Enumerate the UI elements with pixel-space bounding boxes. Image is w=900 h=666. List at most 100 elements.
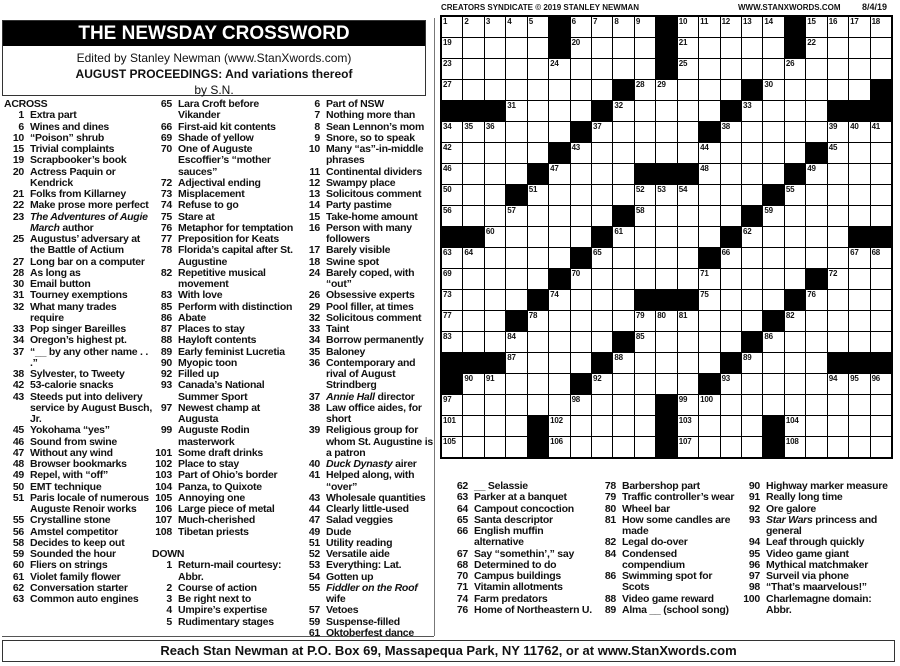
grid-cell[interactable] bbox=[506, 80, 527, 100]
grid-cell[interactable]: 53 bbox=[656, 185, 677, 205]
grid-cell[interactable] bbox=[484, 311, 506, 331]
grid-cell[interactable] bbox=[720, 80, 741, 100]
grid-cell[interactable] bbox=[806, 227, 827, 247]
grid-cell[interactable] bbox=[849, 332, 870, 352]
grid-cell[interactable]: 37 bbox=[592, 122, 613, 142]
grid-cell[interactable]: 3 bbox=[484, 17, 506, 37]
grid-cell[interactable] bbox=[506, 122, 527, 142]
grid-cell[interactable] bbox=[677, 101, 699, 121]
grid-cell[interactable] bbox=[870, 311, 891, 331]
grid-cell[interactable] bbox=[592, 311, 613, 331]
grid-cell[interactable] bbox=[742, 374, 763, 394]
grid-cell[interactable]: 11 bbox=[699, 17, 720, 37]
grid-cell[interactable]: 102 bbox=[549, 416, 570, 436]
grid-cell[interactable] bbox=[527, 332, 549, 352]
grid-cell[interactable] bbox=[870, 164, 891, 184]
grid-cell[interactable] bbox=[484, 416, 506, 436]
grid-cell[interactable] bbox=[656, 353, 677, 373]
grid-cell[interactable] bbox=[634, 227, 656, 247]
grid-cell[interactable]: 38 bbox=[720, 122, 741, 142]
grid-cell[interactable] bbox=[634, 416, 656, 436]
grid-cell[interactable] bbox=[742, 185, 763, 205]
grid-cell[interactable]: 1 bbox=[442, 17, 463, 37]
grid-cell[interactable]: 51 bbox=[527, 185, 549, 205]
grid-cell[interactable] bbox=[527, 122, 549, 142]
grid-cell[interactable] bbox=[549, 227, 570, 247]
grid-cell[interactable] bbox=[656, 143, 677, 163]
grid-cell[interactable] bbox=[634, 122, 656, 142]
grid-cell[interactable]: 34 bbox=[442, 122, 463, 142]
grid-cell[interactable]: 82 bbox=[784, 311, 806, 331]
grid-cell[interactable] bbox=[742, 248, 763, 268]
grid-cell[interactable] bbox=[592, 38, 613, 58]
grid-cell[interactable] bbox=[592, 269, 613, 289]
grid-cell[interactable] bbox=[527, 206, 549, 226]
grid-cell[interactable] bbox=[870, 437, 891, 457]
grid-cell[interactable] bbox=[827, 395, 849, 415]
grid-cell[interactable]: 101 bbox=[442, 416, 463, 436]
grid-cell[interactable] bbox=[806, 59, 827, 79]
grid-cell[interactable] bbox=[849, 59, 870, 79]
grid-cell[interactable] bbox=[506, 248, 527, 268]
grid-cell[interactable]: 18 bbox=[870, 17, 891, 37]
grid-cell[interactable]: 46 bbox=[442, 164, 463, 184]
grid-cell[interactable] bbox=[570, 290, 591, 310]
grid-cell[interactable]: 70 bbox=[570, 269, 591, 289]
grid-cell[interactable] bbox=[720, 164, 741, 184]
grid-cell[interactable] bbox=[549, 374, 570, 394]
grid-cell[interactable] bbox=[570, 227, 591, 247]
grid-cell[interactable] bbox=[570, 101, 591, 121]
grid-cell[interactable] bbox=[870, 38, 891, 58]
grid-cell[interactable] bbox=[742, 437, 763, 457]
grid-cell[interactable]: 48 bbox=[699, 164, 720, 184]
grid-cell[interactable] bbox=[784, 101, 806, 121]
grid-cell[interactable]: 89 bbox=[742, 353, 763, 373]
grid-cell[interactable] bbox=[827, 311, 849, 331]
grid-cell[interactable] bbox=[870, 143, 891, 163]
grid-cell[interactable] bbox=[484, 206, 506, 226]
grid-cell[interactable] bbox=[720, 311, 741, 331]
grid-cell[interactable] bbox=[549, 311, 570, 331]
grid-cell[interactable] bbox=[506, 164, 527, 184]
grid-cell[interactable]: 62 bbox=[742, 227, 763, 247]
grid-cell[interactable] bbox=[506, 437, 527, 457]
grid-cell[interactable] bbox=[570, 59, 591, 79]
grid-cell[interactable] bbox=[784, 248, 806, 268]
grid-cell[interactable] bbox=[656, 248, 677, 268]
grid-cell[interactable] bbox=[763, 248, 784, 268]
grid-cell[interactable] bbox=[849, 80, 870, 100]
grid-cell[interactable] bbox=[549, 332, 570, 352]
grid-cell[interactable] bbox=[592, 290, 613, 310]
grid-cell[interactable] bbox=[506, 59, 527, 79]
grid-cell[interactable] bbox=[827, 416, 849, 436]
grid-cell[interactable] bbox=[742, 311, 763, 331]
grid-cell[interactable] bbox=[806, 332, 827, 352]
grid-cell[interactable]: 106 bbox=[549, 437, 570, 457]
grid-cell[interactable] bbox=[763, 227, 784, 247]
grid-cell[interactable] bbox=[549, 248, 570, 268]
grid-cell[interactable] bbox=[634, 353, 656, 373]
grid-cell[interactable] bbox=[570, 311, 591, 331]
grid-cell[interactable] bbox=[827, 59, 849, 79]
grid-cell[interactable] bbox=[656, 374, 677, 394]
grid-cell[interactable] bbox=[806, 416, 827, 436]
grid-cell[interactable]: 8 bbox=[613, 17, 634, 37]
grid-cell[interactable]: 20 bbox=[570, 38, 591, 58]
grid-cell[interactable]: 30 bbox=[763, 80, 784, 100]
grid-cell[interactable] bbox=[570, 206, 591, 226]
grid-cell[interactable] bbox=[763, 269, 784, 289]
grid-cell[interactable] bbox=[849, 311, 870, 331]
grid-cell[interactable] bbox=[677, 80, 699, 100]
grid-cell[interactable]: 98 bbox=[570, 395, 591, 415]
grid-cell[interactable] bbox=[870, 416, 891, 436]
grid-cell[interactable]: 108 bbox=[784, 437, 806, 457]
grid-cell[interactable] bbox=[763, 59, 784, 79]
grid-cell[interactable]: 69 bbox=[442, 269, 463, 289]
grid-cell[interactable] bbox=[870, 206, 891, 226]
grid-cell[interactable]: 85 bbox=[634, 332, 656, 352]
grid-cell[interactable] bbox=[484, 248, 506, 268]
grid-cell[interactable] bbox=[742, 38, 763, 58]
grid-cell[interactable] bbox=[484, 38, 506, 58]
grid-cell[interactable] bbox=[849, 416, 870, 436]
grid-cell[interactable] bbox=[634, 248, 656, 268]
